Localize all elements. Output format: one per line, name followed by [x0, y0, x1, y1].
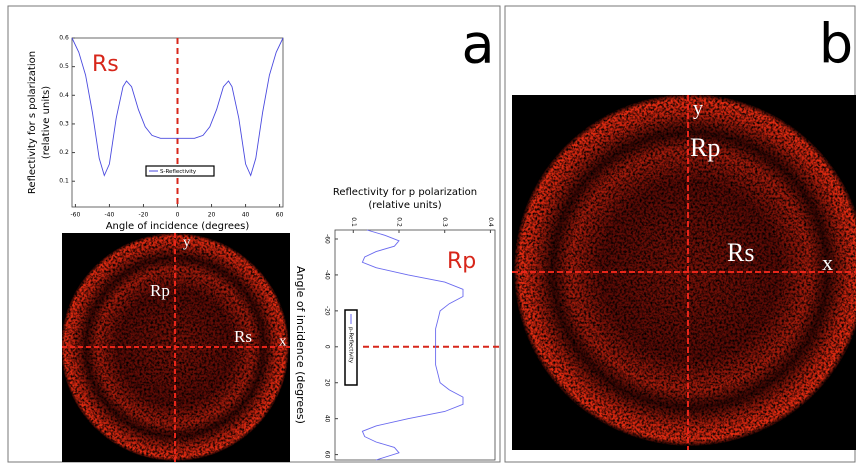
region-label: Rs [234, 327, 252, 346]
x-tick-label: 0 [324, 345, 331, 349]
x-tick-label: -40 [105, 212, 115, 219]
image [512, 95, 856, 450]
data-line [361, 229, 464, 461]
y-tick-label: 0.3 [441, 217, 448, 227]
x-tick-label: -40 [324, 270, 331, 280]
x-tick-label: -60 [70, 212, 80, 219]
plot-frame [334, 229, 496, 461]
y-tick-label: 0.1 [59, 178, 69, 185]
x-tick-label: 60 [276, 212, 284, 219]
region-label: Rp [690, 133, 720, 162]
x-tick-label: 40 [242, 212, 250, 219]
axis-label: x [822, 250, 833, 275]
y-axis-title: (relative units) [41, 86, 52, 159]
legend-box [344, 309, 358, 386]
y-tick-label: 0.1 [350, 217, 357, 227]
axis-label: y [693, 98, 703, 120]
x-tick-label: 40 [324, 415, 331, 423]
data-line [71, 37, 284, 177]
region-label: Rs [727, 238, 754, 267]
y-tick-label: 0.2 [396, 217, 403, 227]
y-tick-label: 0.4 [487, 217, 494, 227]
legend-label: p-Reflectivity [348, 327, 354, 364]
y-axis-title: Reflectivity for p polarization [333, 187, 477, 198]
x-tick-label: 60 [324, 451, 331, 459]
x-tick-label: 20 [208, 212, 216, 219]
x-axis-title: Angle of incidence (degrees) [294, 266, 307, 424]
y-axis-title: (relative units) [368, 200, 441, 211]
x-axis-title: Angle of incidence (degrees) [106, 221, 250, 232]
legend-box [145, 165, 215, 177]
panel-label: b [819, 13, 853, 76]
x-tick-label: 0 [176, 212, 180, 219]
annotation: Rs [92, 52, 119, 77]
x-tick-label: -60 [324, 234, 331, 244]
x-tick-label: -20 [139, 212, 149, 219]
axis-label: x [279, 333, 287, 349]
y-tick-label: 0.3 [59, 120, 69, 127]
y-axis-title: Reflectivity for s polarization [27, 51, 38, 194]
x-tick-label: -20 [324, 306, 331, 316]
annotation: Rp [447, 249, 476, 274]
legend-label: S-Reflectivity [160, 169, 197, 175]
axis-label: y [183, 234, 191, 250]
panel-label: a [461, 13, 494, 76]
region-label: Rp [150, 281, 170, 300]
image [62, 233, 290, 462]
x-tick-label: 20 [324, 379, 331, 387]
y-tick-label: 0.2 [59, 149, 69, 156]
y-tick-label: 0.6 [59, 35, 69, 42]
y-tick-label: 0.4 [59, 92, 69, 99]
y-tick-label: 0.5 [59, 63, 69, 70]
